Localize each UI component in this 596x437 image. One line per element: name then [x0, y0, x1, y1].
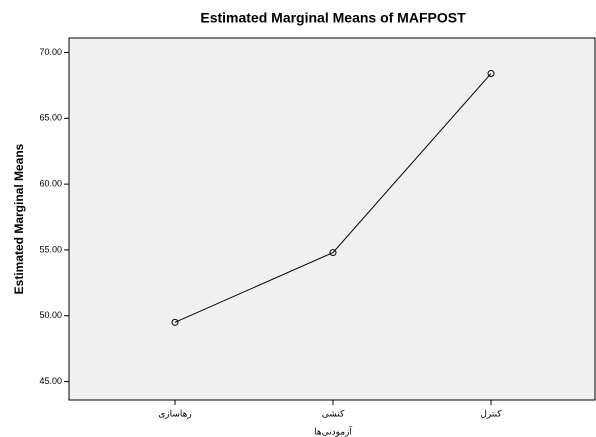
- y-tick-label: 45.00: [39, 376, 62, 386]
- y-tick-label: 70.00: [39, 47, 62, 57]
- point: [329, 249, 337, 257]
- y-tick-label: 60.00: [39, 178, 62, 188]
- x-tick-label: کنترل: [480, 408, 502, 419]
- y-tick-label: 50.00: [39, 310, 62, 320]
- point: [487, 70, 495, 78]
- y-tick-label: 55.00: [39, 244, 62, 254]
- y-axis-label: Estimated Marginal Means: [12, 143, 26, 294]
- chart-title: Estimated Marginal Means of MAFPOST: [200, 10, 466, 26]
- line: [174, 73, 492, 323]
- point: [171, 318, 179, 326]
- plot-area: [68, 37, 596, 401]
- y-tick-label: 65.00: [39, 113, 62, 123]
- x-axis-label: آزمودنی‌ها: [314, 425, 352, 437]
- x-tick-label: رهاسازی: [158, 408, 192, 419]
- x-tick-label: کنشی: [322, 408, 345, 418]
